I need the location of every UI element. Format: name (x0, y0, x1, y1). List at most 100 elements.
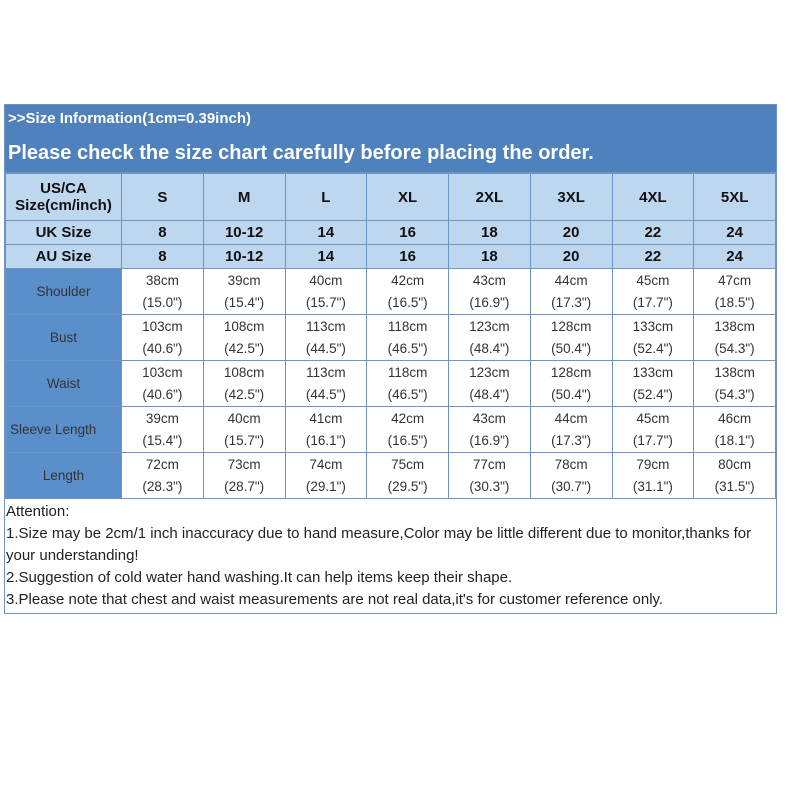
size-header-cell: M (202, 173, 286, 221)
size-header-cell: 3XL (529, 173, 613, 221)
note-item: 1.Size may be 2cm/1 inch inaccuracy due … (6, 525, 752, 564)
size-row-label: AU Size (5, 244, 122, 269)
measurement-cell: 38cm (15.0") (121, 268, 204, 315)
inch-value: (15.0") (142, 294, 183, 310)
measurement-label: Shoulder (5, 268, 122, 315)
cm-value: 43cm (472, 272, 506, 288)
inch-value: (54.3") (714, 340, 755, 356)
size-row: AU Size 8 10-12 14 16 18 20 22 24 (5, 244, 776, 269)
size-header-cell: S (121, 173, 204, 221)
inch-value: (30.7") (551, 478, 592, 494)
inch-value: (40.6") (142, 340, 183, 356)
cm-value: 133cm (632, 364, 674, 380)
notes-title: Attention: (6, 503, 70, 520)
measurement-cell: 79cm (31.1") (611, 452, 695, 499)
measurement-cell: 113cm (44.5") (284, 360, 368, 407)
measurement-cell: 118cm (46.5") (366, 314, 449, 361)
cm-value: 45cm (636, 272, 670, 288)
size-header-cell: 2XL (448, 173, 531, 221)
banner: >>Size Information(1cm=0.39inch) Please … (5, 105, 776, 173)
cm-value: 39cm (145, 410, 179, 426)
size-value-cell: 14 (284, 244, 368, 269)
inch-value: (30.3") (469, 478, 510, 494)
cm-value: 108cm (223, 318, 265, 334)
size-row: UK Size 8 10-12 14 16 18 20 22 24 (5, 220, 776, 245)
measurement-row: Length 72cm (28.3") 73cm (28.7") 74cm (29.1") 7… (5, 452, 776, 499)
size-value-cell: 24 (693, 220, 776, 245)
measurement-cell: 138cm (54.3") (693, 360, 776, 407)
measurement-row: Sleeve Length 39cm (15.4") 40cm (15.7") 41cm (… (5, 406, 776, 453)
cm-value: 138cm (714, 364, 755, 380)
cm-value: 133cm (632, 318, 674, 334)
measurement-cell: 133cm (52.4") (611, 360, 695, 407)
inch-value: (15.7") (305, 294, 346, 310)
inch-value: (31.1") (632, 478, 673, 494)
measurement-label: Waist (5, 360, 122, 407)
cm-value: 113cm (306, 318, 346, 334)
cm-value: 46cm (718, 410, 752, 426)
measurement-cell: 73cm (28.7") (202, 452, 286, 499)
cm-value: 41cm (309, 410, 343, 426)
cm-value: 138cm (714, 318, 755, 334)
size-value-cell: 10-12 (202, 244, 286, 269)
cm-value: 38cm (145, 272, 179, 288)
size-header-cell: 5XL (693, 173, 776, 221)
cm-value: 73cm (227, 456, 261, 472)
measurement-cell: 78cm (30.7") (529, 452, 613, 499)
cm-value: 74cm (309, 456, 343, 472)
size-value-cell: 14 (284, 220, 368, 245)
cm-value: 128cm (550, 318, 592, 334)
cm-value: 118cm (387, 364, 428, 380)
inch-value: (15.4") (224, 294, 265, 310)
header-row: US/CA Size(cm/inch) S M L XL 2XL 3XL 4XL 5XL (5, 173, 776, 221)
size-value-cell: 18 (448, 244, 531, 269)
cm-value: 79cm (636, 456, 670, 472)
measurement-cell: 77cm (30.3") (448, 452, 531, 499)
size-header-cell: L (284, 173, 368, 221)
measurement-cell: 75cm (29.5") (366, 452, 449, 499)
inch-value: (44.5") (305, 386, 346, 402)
cm-value: 78cm (554, 456, 588, 472)
measurement-cell: 123cm (48.4") (448, 314, 531, 361)
measurement-cell: 44cm (17.3") (529, 406, 613, 453)
inch-value: (16.1") (305, 432, 346, 448)
cm-value: 103cm (142, 318, 183, 334)
inch-value: (16.5") (387, 432, 428, 448)
cm-value: 103cm (142, 364, 183, 380)
measurement-cell: 40cm (15.7") (284, 268, 368, 315)
inch-value: (54.3") (714, 386, 755, 402)
cm-value: 40cm (227, 410, 261, 426)
note-item: 2.Suggestion of cold water hand washing.… (6, 569, 513, 586)
cm-value: 77cm (472, 456, 506, 472)
measurement-cell: 138cm (54.3") (693, 314, 776, 361)
size-value-cell: 8 (121, 244, 204, 269)
cm-value: 75cm (391, 456, 425, 472)
measurement-cell: 113cm (44.5") (284, 314, 368, 361)
size-value-cell: 10-12 (202, 220, 286, 245)
measurement-cell: 47cm (18.5") (693, 268, 776, 315)
cm-value: 128cm (550, 364, 592, 380)
measurement-cell: 103cm (40.6") (121, 360, 204, 407)
size-value-cell: 24 (693, 244, 776, 269)
size-info-title: >>Size Information(1cm=0.39inch) (8, 110, 251, 127)
measurement-row: Waist 103cm (40.6") 108cm (42.5") 113cm (44.5"… (5, 360, 776, 407)
measurement-cell: 41cm (16.1") (284, 406, 368, 453)
measurement-cell: 39cm (15.4") (121, 406, 204, 453)
size-value-cell: 16 (366, 244, 449, 269)
cm-value: 39cm (227, 272, 261, 288)
measurement-cell: 123cm (48.4") (448, 360, 531, 407)
cm-value: 42cm (391, 272, 425, 288)
cm-value: 123cm (469, 364, 510, 380)
measurement-label: Bust (5, 314, 122, 361)
measurement-cell: 128cm (50.4") (529, 314, 613, 361)
measurement-cell: 43cm (16.9") (448, 406, 531, 453)
size-chart: >>Size Information(1cm=0.39inch) Please … (4, 104, 777, 614)
size-row-label: UK Size (5, 220, 122, 245)
header-label-line1: US/CA (40, 180, 87, 197)
measurement-row: Shoulder 38cm (15.0") 39cm (15.4") 40cm (15.7"… (5, 268, 776, 315)
cm-value: 108cm (223, 364, 265, 380)
inch-value: (42.5") (224, 386, 265, 402)
cm-value: 118cm (387, 318, 428, 334)
inch-value: (15.4") (142, 432, 183, 448)
size-table: US/CA Size(cm/inch) S M L XL 2XL 3XL 4XL 5XL UK Si… (5, 173, 776, 499)
